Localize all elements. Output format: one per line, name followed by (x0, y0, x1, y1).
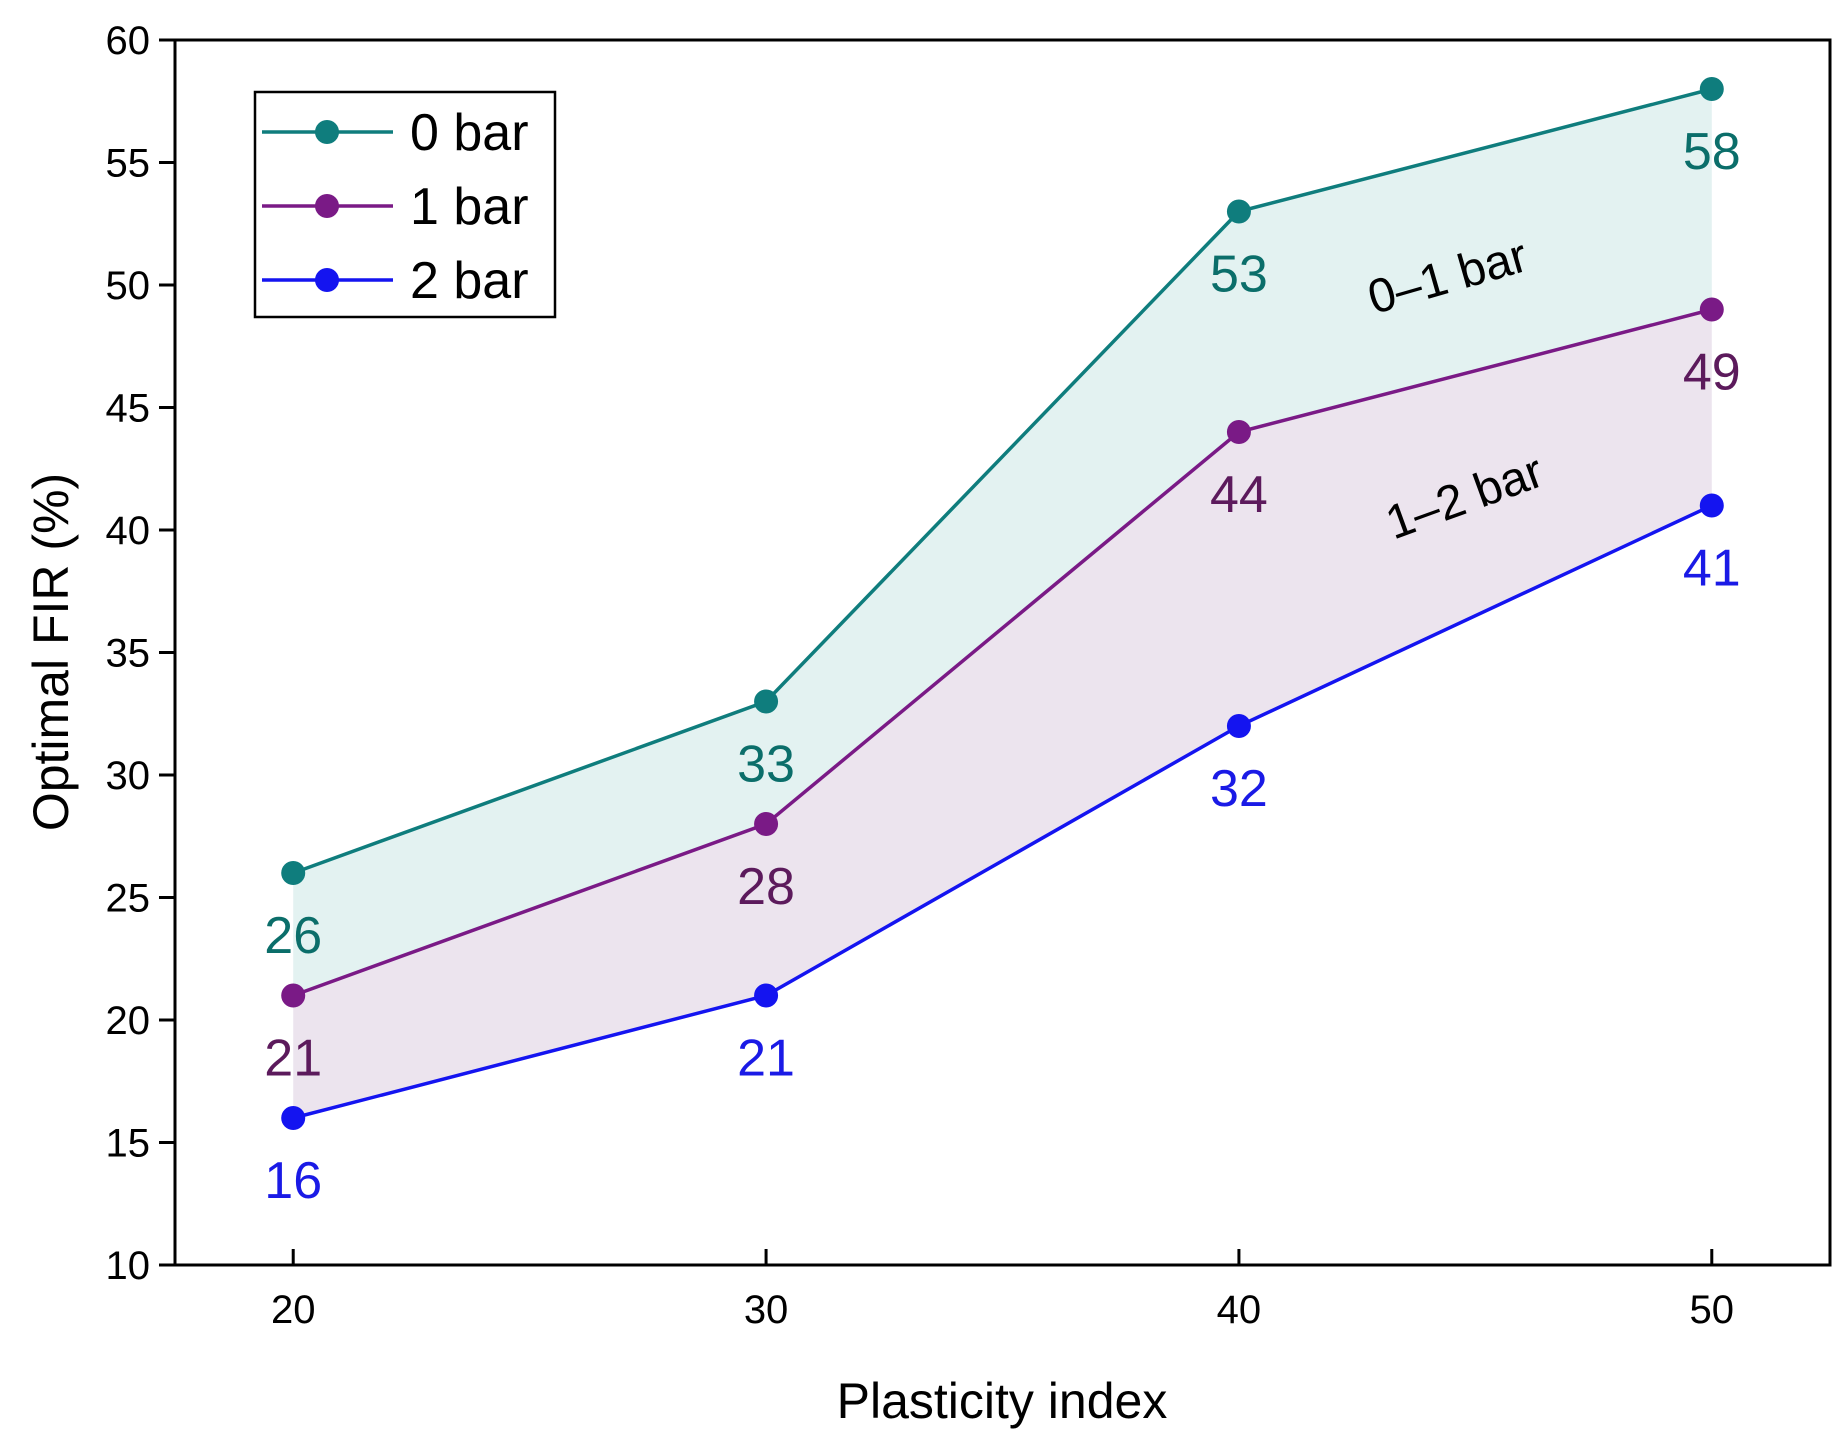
y-tick-label: 40 (106, 509, 151, 553)
data-point (754, 689, 779, 714)
x-tick-label: 40 (1217, 1288, 1262, 1332)
data-point (754, 983, 779, 1008)
legend: 0 bar 1 bar 2 bar (253, 90, 557, 319)
data-label: 21 (264, 1030, 322, 1088)
band-area-1 (293, 309, 1712, 1118)
data-label: 53 (1210, 246, 1268, 304)
x-tick-label: 20 (271, 1288, 316, 1332)
data-point (1226, 420, 1251, 444)
data-label: 26 (264, 907, 322, 965)
data-label: 28 (737, 858, 795, 916)
y-tick-label: 25 (106, 877, 151, 921)
x-tick-label: 30 (744, 1288, 789, 1332)
legend-marker-0 (315, 120, 339, 144)
legend-label-0: 0 bar (410, 104, 529, 162)
x-tick-label: 50 (1690, 1288, 1735, 1332)
data-point (281, 983, 306, 1008)
y-tick-label: 60 (106, 19, 151, 63)
y-tick-label: 55 (106, 142, 151, 186)
data-point (1699, 493, 1724, 518)
y-tick-label: 50 (106, 264, 151, 308)
legend-marker-2 (315, 268, 339, 292)
y-tick-label: 10 (106, 1244, 151, 1288)
legend-label-2: 2 bar (410, 252, 529, 310)
data-point (281, 1106, 306, 1130)
data-point (1226, 714, 1251, 738)
points-layer (281, 77, 1724, 1130)
data-point (1699, 77, 1724, 101)
data-point (281, 861, 306, 885)
data-label: 49 (1683, 344, 1741, 402)
legend-label-1: 1 bar (410, 178, 529, 236)
data-label: 32 (1210, 760, 1268, 818)
data-label: 58 (1683, 123, 1741, 181)
y-axis-title: Optimal FIR (%) (23, 473, 79, 831)
labels-layer: 26 33 53 58 21 28 44 49 16 21 32 41 (264, 123, 1740, 1210)
data-label: 44 (1210, 466, 1268, 524)
series-line-2 (292, 503, 1713, 1120)
data-label: 16 (264, 1152, 322, 1210)
series-line-1 (292, 307, 1713, 998)
y-tick-label: 15 (106, 1122, 151, 1166)
data-label: 41 (1683, 540, 1741, 598)
lines-layer (292, 87, 1713, 1120)
y-tick-label: 35 (106, 632, 151, 676)
bands-layer (293, 89, 1712, 1118)
data-label: 21 (737, 1030, 795, 1088)
data-point (1226, 199, 1251, 224)
legend-marker-1 (315, 194, 339, 218)
ticks-layer: 20 30 40 50 10 15 20 25 30 35 40 45 50 55 60 (106, 19, 1735, 1332)
data-point (754, 812, 779, 836)
x-axis-title: Plasticity index (837, 1373, 1168, 1429)
y-tick-label: 30 (106, 754, 151, 798)
y-tick-label: 45 (106, 387, 151, 431)
data-label: 33 (737, 736, 795, 794)
series-line-0 (292, 87, 1713, 875)
data-point (1699, 297, 1724, 322)
y-tick-label: 20 (106, 999, 151, 1043)
band-area-0 (293, 89, 1712, 996)
